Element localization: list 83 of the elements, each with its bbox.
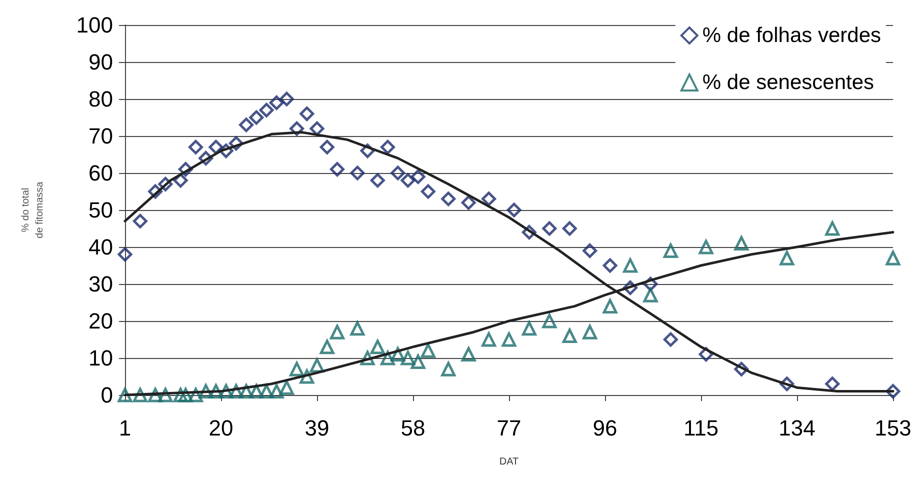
point <box>279 92 294 106</box>
point <box>562 328 577 344</box>
point <box>522 321 536 336</box>
point <box>562 221 577 236</box>
point <box>482 192 496 206</box>
x-tick-label: 20 <box>208 416 234 440</box>
point <box>370 340 385 354</box>
point <box>400 350 416 366</box>
legend-label: % de folhas verdes <box>702 24 882 47</box>
point <box>602 298 618 314</box>
x-tick-label: 96 <box>592 416 618 440</box>
point <box>310 121 324 136</box>
x-tick-label: 58 <box>400 416 426 440</box>
point <box>461 347 476 362</box>
point <box>118 247 132 262</box>
point <box>542 221 557 236</box>
point <box>132 214 148 228</box>
y-tick-label: 10 <box>88 346 113 370</box>
point <box>886 250 900 266</box>
point <box>825 376 840 392</box>
point <box>663 243 678 258</box>
point <box>350 321 365 336</box>
point <box>461 195 476 210</box>
point <box>259 384 274 399</box>
point <box>734 236 749 251</box>
point <box>502 332 516 347</box>
point <box>643 288 658 302</box>
point <box>269 95 284 110</box>
point <box>320 140 334 154</box>
point <box>420 184 436 199</box>
point <box>410 169 426 184</box>
point <box>118 388 132 402</box>
y-tick-label: 60 <box>88 160 113 186</box>
point <box>441 362 456 376</box>
point <box>825 221 840 236</box>
legend-label: % de senescentes <box>702 71 874 94</box>
point <box>482 332 496 347</box>
point <box>602 258 618 273</box>
point <box>259 102 274 118</box>
x-axis-title: DAT <box>499 456 519 468</box>
y-tick-label: 50 <box>88 198 113 222</box>
x-tick-label: 77 <box>496 416 522 440</box>
point <box>279 380 294 395</box>
point <box>886 384 900 399</box>
point <box>582 243 598 258</box>
y-tick-label: 70 <box>88 124 113 148</box>
x-tick-label: 1 <box>118 416 132 440</box>
point <box>420 343 436 358</box>
y-tick-label: 0 <box>100 382 113 408</box>
point <box>188 140 203 154</box>
point <box>542 314 557 328</box>
point <box>400 173 416 188</box>
point <box>269 384 284 399</box>
point <box>663 332 678 347</box>
point <box>380 140 395 154</box>
y-axis-title: % do total de fitomassa <box>20 181 46 238</box>
point <box>506 202 522 218</box>
point <box>330 162 344 177</box>
y-tick-label: 90 <box>88 50 113 74</box>
point <box>780 250 794 266</box>
y-tick-label: 80 <box>88 86 113 112</box>
x-tick-label: 39 <box>304 416 330 440</box>
point <box>300 106 314 122</box>
y-tick-label: 20 <box>88 308 113 334</box>
y-tick-label: 30 <box>88 272 113 296</box>
point <box>623 258 638 273</box>
point <box>390 166 406 180</box>
point <box>441 192 456 206</box>
x-tick-label: 115 <box>683 416 719 440</box>
point <box>350 166 365 180</box>
x-tick-label: 153 <box>874 416 912 440</box>
point <box>370 173 385 188</box>
x-tick-label: 134 <box>778 416 816 440</box>
point <box>582 324 598 340</box>
point <box>698 240 714 254</box>
y-tick-label: 40 <box>88 234 113 260</box>
point <box>239 118 254 132</box>
point <box>320 340 334 354</box>
point <box>330 324 344 340</box>
point <box>410 354 426 369</box>
point <box>249 110 264 125</box>
y-tick-label: 100 <box>76 12 113 38</box>
point <box>290 362 304 376</box>
